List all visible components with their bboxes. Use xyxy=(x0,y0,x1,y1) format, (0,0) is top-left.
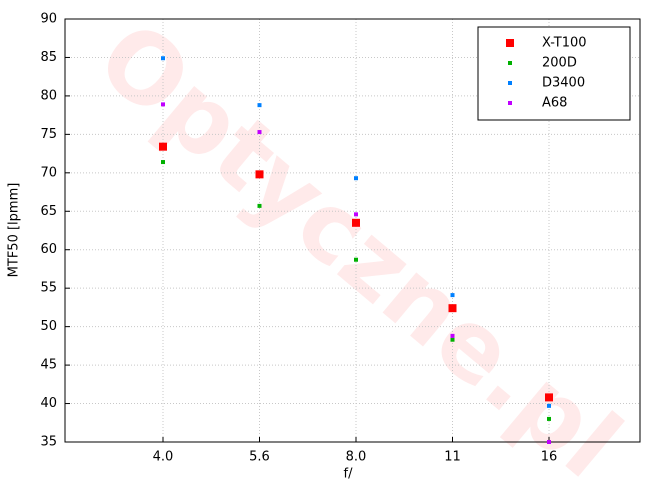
y-tick-label: 55 xyxy=(40,281,57,296)
y-axis-label: MTF50 [lpmm] xyxy=(7,183,22,278)
legend-label: D3400 xyxy=(542,76,585,91)
point xyxy=(257,203,262,208)
point xyxy=(255,170,264,179)
x-tick-label: 5.6 xyxy=(249,450,270,465)
point xyxy=(161,102,165,107)
y-tick-label: 65 xyxy=(40,204,57,219)
point xyxy=(547,403,551,408)
y-tick-label: 70 xyxy=(40,165,57,180)
point xyxy=(547,440,551,444)
plot-frame xyxy=(64,18,641,443)
point xyxy=(450,293,455,298)
legend-label: X-T100 xyxy=(542,36,587,51)
point xyxy=(545,393,553,402)
point xyxy=(161,160,165,165)
y-tick-label: 80 xyxy=(40,88,57,103)
x-tick-label: 11 xyxy=(444,450,461,465)
y-tick-label: 45 xyxy=(40,358,57,373)
point xyxy=(352,218,360,227)
x-axis-label: f/ xyxy=(344,467,354,482)
y-tick-label: 50 xyxy=(40,319,57,334)
point xyxy=(450,337,455,342)
point xyxy=(354,212,358,217)
point xyxy=(257,130,262,135)
x-tick-label: 16 xyxy=(541,450,558,465)
legend-label: 200D xyxy=(542,56,577,71)
x-tick-label: 8.0 xyxy=(346,450,367,465)
y-tick-label: 60 xyxy=(40,242,57,257)
y-tick-label: 75 xyxy=(40,127,57,142)
legend-marker xyxy=(506,39,514,47)
y-tick-label: 40 xyxy=(40,396,57,411)
point xyxy=(354,176,358,181)
point xyxy=(448,304,457,313)
legend-label: A68 xyxy=(542,96,567,111)
legend-marker xyxy=(508,101,512,105)
legend-box xyxy=(477,26,631,121)
point xyxy=(257,103,262,108)
point xyxy=(547,416,551,421)
y-tick-label: 90 xyxy=(40,12,57,27)
point xyxy=(161,56,165,61)
legend-marker xyxy=(508,81,512,85)
y-tick-label: 85 xyxy=(40,50,57,65)
y-tick-label: 35 xyxy=(40,435,57,450)
legend-marker xyxy=(508,61,512,65)
point xyxy=(159,142,167,151)
point xyxy=(354,257,358,262)
x-tick-label: 4.0 xyxy=(153,450,174,465)
point xyxy=(450,333,455,338)
